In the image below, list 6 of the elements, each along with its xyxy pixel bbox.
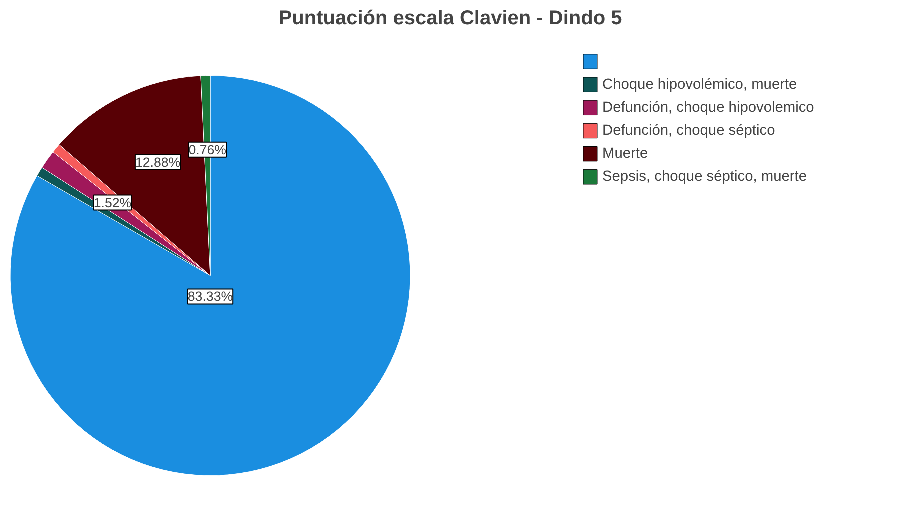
chart-title: Puntuación escala Clavien - Dindo 5 bbox=[278, 8, 622, 30]
legend-label: Sepsis, choque séptico, muerte bbox=[602, 169, 807, 186]
legend-label: Defunción, choque séptico bbox=[602, 123, 776, 139]
legend-label: Choque hipovolémico, muerte bbox=[602, 76, 798, 93]
legend-label: Defunción, choque hipovolemico bbox=[602, 100, 814, 116]
legend-label: Muerte bbox=[602, 146, 648, 162]
